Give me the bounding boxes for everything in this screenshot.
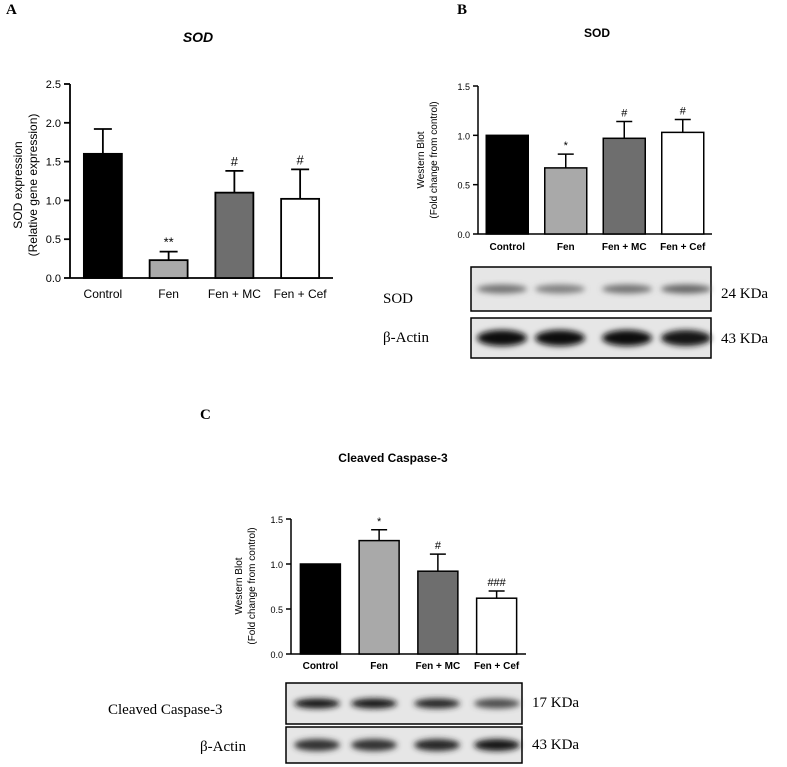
y-tick-label: 0.5 (270, 605, 283, 615)
bar-fen-cef (280, 197, 321, 279)
significance-label: * (377, 516, 382, 528)
x-tick-label: Fen + MC (208, 287, 261, 301)
bar-control (485, 134, 529, 235)
significance-label: # (231, 154, 239, 169)
blot-c-bands (285, 682, 523, 764)
significance-label: ### (487, 577, 506, 589)
y-tick-label: 0.0 (270, 650, 283, 660)
x-tick-label: Control (84, 287, 123, 301)
blot-b-bands (470, 266, 712, 359)
chart-a-ylabel-line1: SOD expression (11, 141, 25, 228)
x-tick-label: Fen + Cef (660, 242, 706, 253)
chart-a-sod-gene-expression: SOD SOD expression (Relative gene expres… (11, 29, 333, 301)
blot-band (474, 739, 520, 751)
chart-c-title: Cleaved Caspase-3 (338, 451, 448, 465)
blot-band (474, 698, 520, 709)
blot-c-row1-label: Cleaved Caspase-3 (108, 702, 223, 718)
blot-band (661, 330, 711, 346)
blot-band (294, 698, 340, 709)
blot-band (414, 739, 460, 751)
chart-b-sod-western-blot: SOD Western Blot (Fold change from contr… (416, 26, 712, 253)
bar-fen (358, 539, 400, 655)
bar-fen (544, 167, 588, 235)
panel-letter-a: A (6, 2, 17, 18)
bar-control (299, 563, 342, 655)
bar-fen-mc (602, 137, 646, 235)
blot-band (661, 284, 711, 294)
x-tick-label: Control (489, 242, 525, 253)
blot-b-row1-label: SOD (383, 291, 413, 307)
blot-c-row2-label: β-Actin (200, 739, 246, 755)
y-tick-label: 0.0 (457, 230, 470, 240)
x-tick-label: Fen (370, 661, 388, 672)
significance-label: * (564, 140, 569, 152)
blot-band (477, 284, 527, 294)
bar-control (82, 152, 123, 279)
y-tick-label: 1.5 (457, 82, 470, 92)
blot-band (414, 698, 460, 709)
blot-b-row2-size: 43 KDa (721, 331, 768, 347)
blot-c: Cleaved Caspase-3 β-Actin 17 KDa 43 KDa (108, 682, 579, 764)
blot-c-row1-size: 17 KDa (532, 695, 579, 711)
y-tick-label: 1.5 (46, 157, 61, 169)
chart-b-title: SOD (584, 26, 610, 40)
significance-label: # (435, 540, 442, 552)
blot-band (351, 698, 397, 709)
x-tick-label: Fen + Cef (274, 287, 328, 301)
blot-band (535, 284, 585, 294)
chart-b-ylabel-line2: (Fold change from control) (429, 101, 440, 218)
chart-a-ylabel-line2: (Relative gene expression) (26, 114, 40, 257)
bar-fen-mc (417, 570, 459, 655)
chart-c-caspase3-western-blot: Cleaved Caspase-3 Western Blot (Fold cha… (234, 451, 526, 672)
y-tick-label: 1.0 (457, 131, 470, 141)
chart-c-ylabel-line2: (Fold change from control) (247, 527, 258, 644)
x-tick-label: Control (303, 661, 339, 672)
chart-a-plot-area: 0.0 0.5 1.0 1.5 2.0 2.5 Control Fen ** Fen + MC # F… (46, 79, 333, 301)
blot-b-row2-label: β-Actin (383, 330, 429, 346)
y-tick-label: 1.5 (270, 515, 283, 525)
x-tick-label: Fen + MC (416, 661, 461, 672)
panel-letter-b: B (457, 2, 467, 18)
x-tick-label: Fen (557, 242, 575, 253)
chart-c-plot-area: 0.0 0.5 1.0 1.5 Control Fen * Fen + MC # Fen + Ce… (270, 515, 526, 672)
chart-a-title: SOD (183, 29, 213, 45)
blot-band (477, 330, 527, 346)
y-tick-label: 0.5 (46, 234, 61, 246)
bar-fen-cef (475, 597, 518, 655)
blot-b-row1-size: 24 KDa (721, 286, 768, 302)
chart-b-plot-area: 0.0 0.5 1.0 1.5 Control Fen * Fen + MC # Fen + Ce… (457, 82, 712, 253)
bar-fen-mc (214, 191, 255, 279)
bar-fen-cef (661, 131, 705, 235)
blot-band (351, 739, 397, 751)
blot-c-row2-size: 43 KDa (532, 737, 579, 753)
x-tick-label: Fen (158, 287, 179, 301)
blot-b: SOD β-Actin 24 KDa 43 KDa (383, 266, 768, 359)
blot-band (602, 330, 652, 346)
y-tick-label: 1.0 (270, 560, 283, 570)
y-tick-label: 1.0 (46, 195, 61, 207)
blot-band (535, 330, 585, 346)
significance-label: ** (164, 235, 174, 250)
chart-b-ylabel-line1: Western Blot (416, 131, 427, 188)
y-tick-label: 2.0 (46, 118, 61, 130)
blot-band (294, 739, 340, 751)
y-tick-label: 0.5 (457, 181, 470, 191)
x-tick-label: Fen + MC (602, 242, 647, 253)
panel-letter-c: C (200, 407, 211, 423)
blot-band (602, 284, 652, 294)
x-tick-label: Fen + Cef (474, 661, 520, 672)
y-tick-label: 0.0 (46, 273, 61, 285)
bar-fen (148, 259, 189, 279)
chart-c-ylabel-line1: Western Blot (234, 557, 245, 614)
significance-label: # (621, 108, 628, 120)
significance-label: # (680, 106, 687, 118)
y-tick-label: 2.5 (46, 79, 61, 91)
significance-label: # (297, 152, 305, 167)
